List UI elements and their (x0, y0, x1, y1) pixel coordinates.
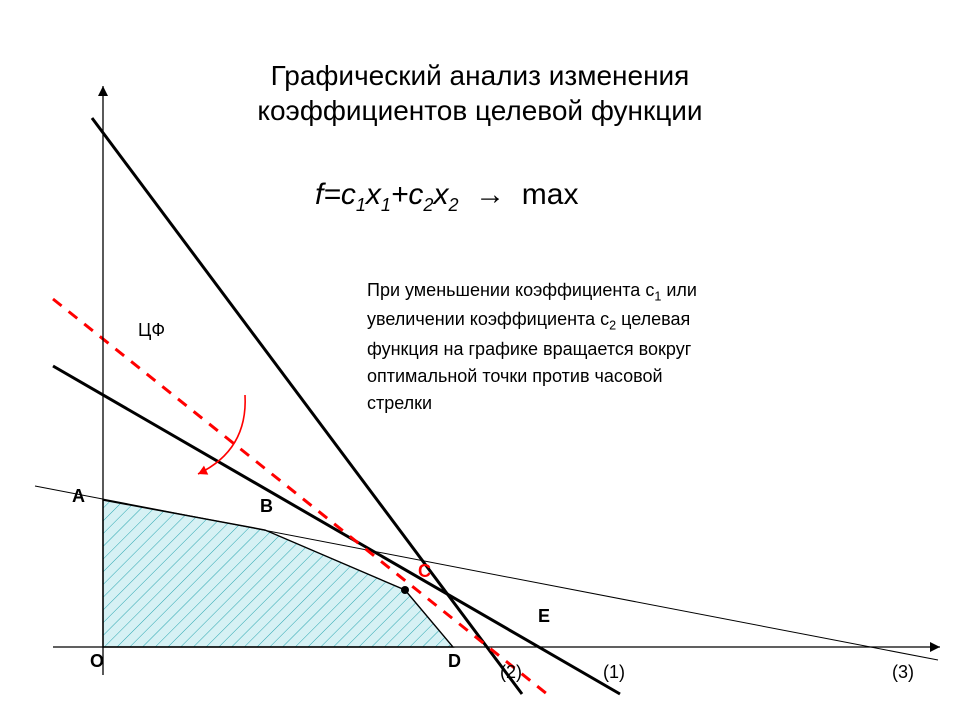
label-E: E (538, 606, 550, 627)
diagram-title: Графический анализ изменениякоэффициенто… (0, 58, 960, 128)
point-C-marker (401, 586, 409, 594)
desc-line-1: увеличении коэффициента с2 целевая (367, 306, 697, 335)
label-O: O (90, 651, 104, 672)
label-line-2: (2) (500, 662, 522, 683)
label-objective: ЦФ (138, 320, 165, 341)
desc-line-2: функция на графике вращается вокруг (367, 336, 697, 363)
title-line1: Графический анализ изменения (0, 58, 960, 93)
label-B: B (260, 496, 273, 517)
title-line2: коэффициентов целевой функции (0, 93, 960, 128)
desc-line-3: оптимальной точки против часовой (367, 363, 697, 390)
x-axis-arrow (930, 642, 940, 652)
label-line-1: (1) (603, 662, 625, 683)
objective-formula: f=c1x1+c2x2 → max (315, 178, 578, 216)
desc-line-0: При уменьшении коэффициента с1 или (367, 277, 697, 306)
feasible-region (103, 500, 453, 647)
desc-line-4: стрелки (367, 390, 697, 417)
description-text: При уменьшении коэффициента с1 илиувелич… (367, 277, 697, 417)
label-C: C (418, 561, 431, 582)
label-line-3: (3) (892, 662, 914, 683)
label-D: D (448, 651, 461, 672)
label-A: A (72, 486, 85, 507)
